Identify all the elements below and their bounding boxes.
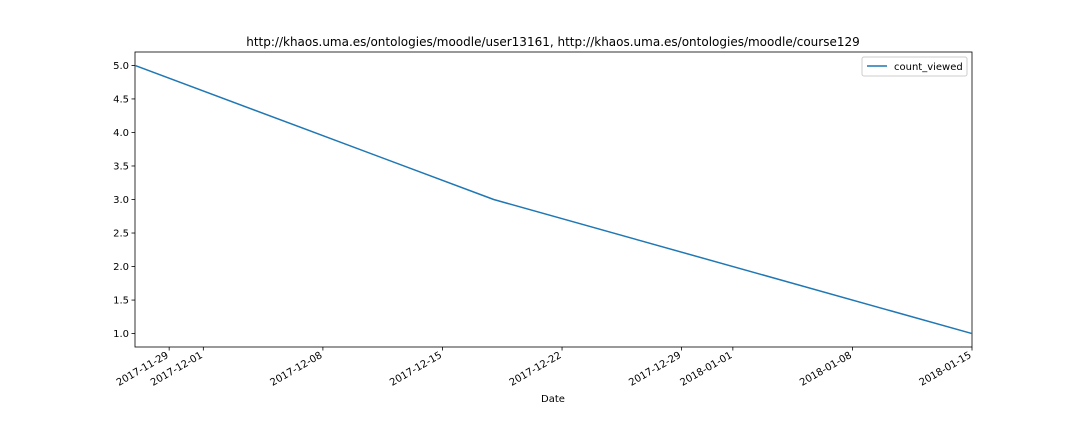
- plot-area: [134, 51, 973, 348]
- x-tick-label: 2017-12-15: [388, 350, 444, 389]
- y-tick-label: 3.0: [113, 195, 129, 206]
- y-tick-label: 4.5: [113, 94, 129, 105]
- y-tick-label: 2.0: [113, 262, 129, 273]
- y-tick-label: 4.0: [113, 128, 129, 139]
- y-tick-label: 2.5: [113, 229, 129, 240]
- y-tick-label: 1.0: [113, 329, 129, 340]
- legend: count_viewed: [861, 56, 968, 77]
- y-tick-label: 3.5: [113, 161, 129, 172]
- series-layer: [134, 64, 973, 335]
- y-axis: 1.0 1.5 2.0 2.5 3.0 3.5 4.0 4.5 5.0: [113, 61, 135, 340]
- x-axis-label: Date: [541, 394, 565, 405]
- y-tick-label: 1.5: [113, 296, 129, 307]
- legend-label-count-viewed: count_viewed: [894, 62, 963, 73]
- x-tick-label: 2017-12-08: [269, 350, 325, 389]
- series-line-count-viewed: [134, 64, 973, 335]
- legend-box: [861, 56, 968, 77]
- x-tick-label: 2017-12-22: [508, 350, 564, 389]
- x-tick-label: 2018-01-15: [918, 350, 974, 389]
- chart-title: http://khaos.uma.es/ontologies/moodle/us…: [246, 35, 860, 49]
- x-tick-label: 2017-12-29: [627, 350, 683, 389]
- x-tick-label: 2018-01-08: [798, 350, 854, 389]
- x-tick-label: 2018-01-01: [679, 350, 735, 389]
- y-tick-label: 5.0: [113, 61, 129, 72]
